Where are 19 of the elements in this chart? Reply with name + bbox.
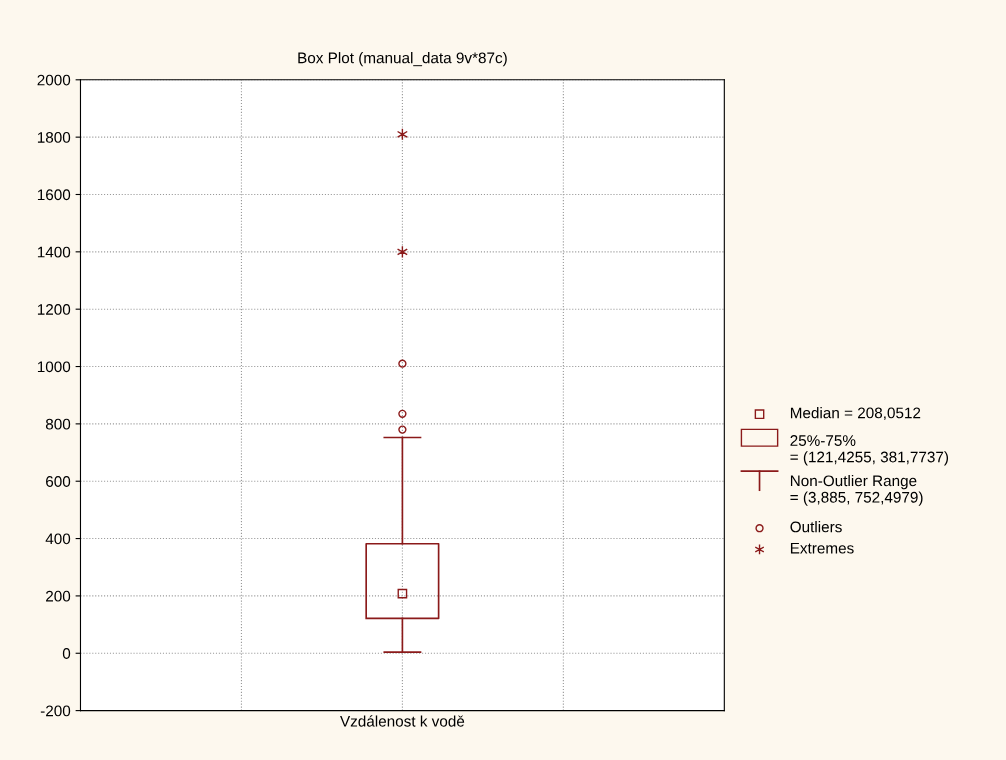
text: 25%-75% = (121,4255, 381,7737) [790, 435, 949, 466]
chart-title: Box Plot (manual_data 9v*87c) [298, 52, 507, 67]
x-tick-label: Vzdálenost k vodě [340, 715, 465, 727]
text: Non-Outlier Range = (3,885, 752,4979) [790, 475, 923, 506]
y-tick-label: 1400 [37, 246, 71, 258]
y-tick-label: 1200 [37, 304, 71, 315]
y-tick-label: 800 [45, 418, 71, 430]
y-tick-label: -200 [40, 705, 71, 717]
y-tick-label: 0 [62, 648, 71, 659]
y-tick-label: 1600 [37, 189, 71, 201]
y-tick-label: 400 [45, 533, 71, 545]
text: Median = 208,0512 [790, 407, 921, 421]
y-tick-label: 2000 [37, 74, 71, 86]
text: Extremes [790, 542, 854, 554]
y-tick-label: 600 [46, 476, 71, 487]
y-tick-label: 1000 [37, 361, 71, 373]
y-tick-label: 200 [46, 590, 71, 602]
y-tick-label: 1800 [37, 132, 71, 143]
text: Outliers [790, 521, 842, 533]
